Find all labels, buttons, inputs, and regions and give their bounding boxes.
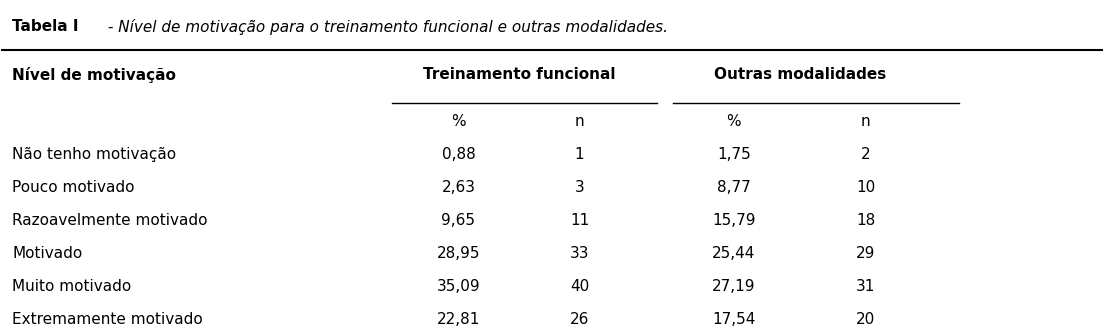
Text: Treinamento funcional: Treinamento funcional — [423, 67, 615, 82]
Text: 27,19: 27,19 — [712, 279, 755, 294]
Text: Muito motivado: Muito motivado — [12, 279, 131, 294]
Text: 2: 2 — [861, 146, 871, 161]
Text: 20: 20 — [857, 312, 875, 326]
Text: Tabela I: Tabela I — [12, 19, 78, 34]
Text: 1: 1 — [575, 146, 584, 161]
Text: Razoavelmente motivado: Razoavelmente motivado — [12, 213, 208, 228]
Text: Pouco motivado: Pouco motivado — [12, 180, 135, 195]
Text: 17,54: 17,54 — [712, 312, 755, 326]
Text: 3: 3 — [575, 180, 584, 195]
Text: 40: 40 — [570, 279, 590, 294]
Text: 8,77: 8,77 — [716, 180, 751, 195]
Text: 11: 11 — [570, 213, 590, 228]
Text: 9,65: 9,65 — [442, 213, 476, 228]
Text: 15,79: 15,79 — [712, 213, 755, 228]
Text: Motivado: Motivado — [12, 246, 83, 261]
Text: 22,81: 22,81 — [437, 312, 480, 326]
Text: n: n — [861, 114, 871, 129]
Text: Outras modalidades: Outras modalidades — [713, 67, 885, 82]
Text: 33: 33 — [570, 246, 590, 261]
Text: Nível de motivação: Nível de motivação — [12, 67, 177, 83]
Text: 25,44: 25,44 — [712, 246, 755, 261]
Text: 29: 29 — [857, 246, 875, 261]
Text: 26: 26 — [570, 312, 590, 326]
Text: 10: 10 — [857, 180, 875, 195]
Text: n: n — [575, 114, 584, 129]
Text: 18: 18 — [857, 213, 875, 228]
Text: 0,88: 0,88 — [442, 146, 475, 161]
Text: 2,63: 2,63 — [442, 180, 476, 195]
Text: Extremamente motivado: Extremamente motivado — [12, 312, 203, 326]
Text: %: % — [726, 114, 741, 129]
Text: 35,09: 35,09 — [436, 279, 480, 294]
Text: Não tenho motivação: Não tenho motivação — [12, 146, 177, 161]
Text: 31: 31 — [857, 279, 875, 294]
Text: - Nível de motivação para o treinamento funcional e outras modalidades.: - Nível de motivação para o treinamento … — [103, 19, 668, 35]
Text: 28,95: 28,95 — [437, 246, 480, 261]
Text: %: % — [452, 114, 466, 129]
Text: 1,75: 1,75 — [716, 146, 751, 161]
